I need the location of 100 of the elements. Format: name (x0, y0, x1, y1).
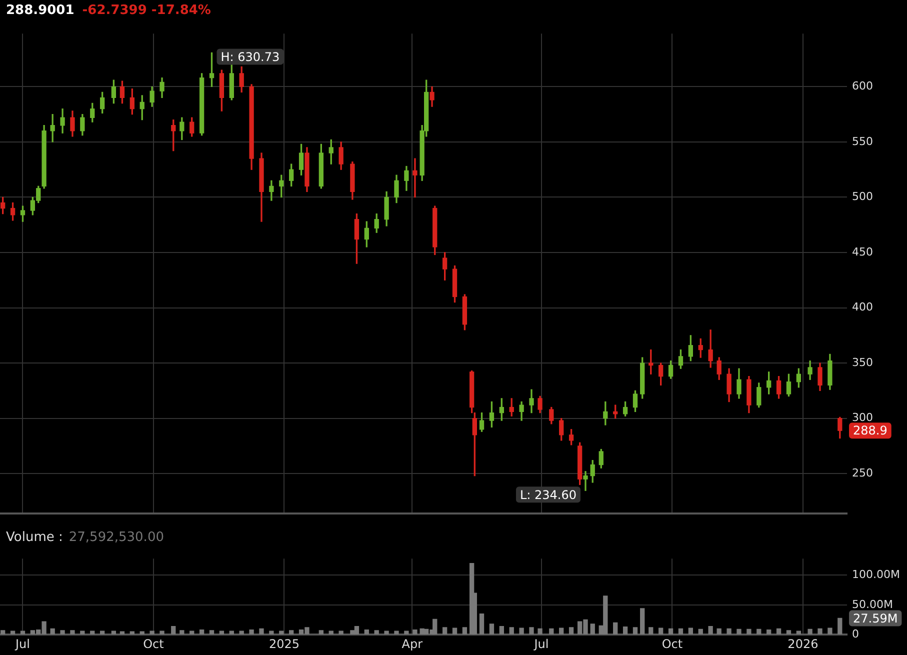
y-tick-label: 100.00M (852, 568, 900, 582)
bar (120, 631, 125, 634)
bar (746, 628, 752, 634)
bar (519, 628, 524, 634)
bar (50, 628, 55, 634)
y-tick-label: 600 (852, 80, 873, 93)
text: 27,592,530.00 (68, 530, 164, 545)
bar (130, 631, 134, 634)
y-tick-label: 250 (852, 466, 873, 480)
bar (549, 628, 554, 634)
bar (462, 627, 468, 634)
bar (318, 630, 324, 634)
bar (568, 627, 574, 634)
bar (499, 626, 504, 634)
bar (452, 628, 458, 634)
bar (538, 628, 542, 634)
y-tick-label: 500 (852, 190, 873, 204)
bar (736, 628, 742, 634)
bar (70, 630, 75, 634)
bar (140, 631, 144, 634)
bar (374, 630, 379, 634)
bar (20, 630, 26, 634)
bar (404, 630, 409, 634)
bar (688, 628, 694, 634)
x-tick-label: 2026 (788, 636, 818, 651)
bar (726, 628, 732, 634)
bar (828, 628, 832, 634)
bar (442, 627, 448, 634)
bar (808, 628, 812, 634)
bar (338, 630, 344, 634)
y-tick-label: 550 (852, 134, 873, 148)
bar (171, 626, 176, 634)
bar (412, 630, 418, 634)
bar (279, 630, 284, 634)
bar (180, 630, 184, 634)
bar (786, 630, 792, 634)
bar (239, 630, 244, 634)
bar (289, 630, 294, 634)
bar (229, 630, 234, 634)
bar (776, 628, 782, 634)
bar (190, 630, 194, 634)
bar (80, 630, 85, 634)
y-tick-label: 350 (852, 356, 873, 369)
bar (622, 626, 628, 634)
bar (668, 628, 674, 634)
bar (529, 627, 534, 634)
bar (384, 630, 389, 634)
bar (648, 627, 654, 634)
bar (100, 630, 105, 634)
x-tick-label: Oct (662, 636, 683, 651)
bar (10, 630, 16, 634)
chart-title: Volume : (6, 530, 63, 545)
bar (590, 624, 595, 634)
bar (678, 628, 684, 634)
bar (328, 630, 334, 634)
bar (632, 627, 638, 634)
bar (479, 613, 484, 634)
bar (698, 628, 703, 634)
x-tick-label: 2025 (268, 636, 300, 651)
bar (716, 628, 722, 634)
bar (613, 622, 618, 634)
bar (350, 630, 355, 634)
bar (489, 624, 494, 634)
bar (354, 626, 360, 634)
bar (259, 628, 264, 634)
bar (90, 630, 95, 634)
bar (199, 630, 204, 634)
bar (219, 630, 224, 634)
bar (0, 630, 6, 634)
bar (766, 630, 772, 634)
bar (796, 630, 802, 634)
bar (838, 618, 842, 634)
bar (603, 596, 608, 634)
bar (364, 630, 369, 634)
x-tick-label: Jul (533, 636, 549, 651)
bar (60, 630, 65, 634)
bar (249, 630, 254, 634)
chart-subtitle: -62.7399 -17.84% (82, 3, 211, 18)
x-tick-label: Oct (143, 636, 164, 651)
y-tick-label: 300 (852, 411, 873, 424)
bar (394, 630, 399, 634)
bar (708, 626, 713, 634)
bar (658, 628, 664, 634)
annotation: L: 234.60 (520, 488, 577, 502)
bar (559, 628, 564, 634)
bar (818, 628, 822, 634)
x-tick-label: Apr (402, 636, 423, 651)
x-tick-label: Jul (14, 636, 30, 651)
bar (420, 628, 424, 634)
bar (640, 608, 645, 634)
bar (111, 630, 116, 634)
y-tick-label: 400 (852, 300, 873, 314)
bar (432, 618, 438, 634)
bar (756, 628, 762, 634)
bar (269, 630, 274, 634)
bar (160, 630, 164, 634)
bar (209, 630, 214, 634)
bar (509, 627, 514, 634)
y-tick-label: 0 (852, 627, 859, 640)
y-tick-label: 450 (852, 245, 873, 258)
